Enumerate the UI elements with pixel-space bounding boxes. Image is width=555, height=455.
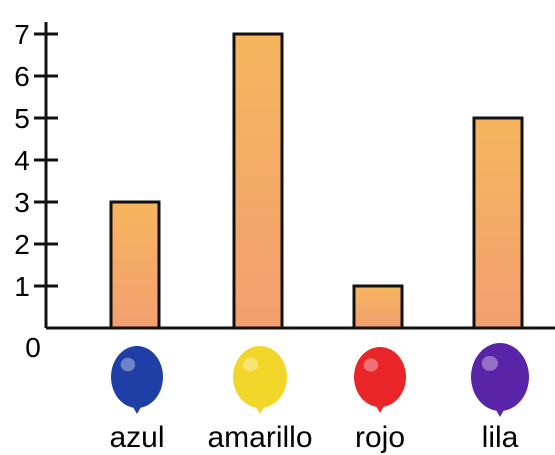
y-tick-label-5: 5: [14, 103, 30, 134]
y-ticks: 0 1 2 3 4 5 6 7: [14, 19, 58, 363]
y-tick-label-1: 1: [14, 271, 30, 302]
bars: [109, 32, 524, 330]
category-labels: azul amarillo rojo lila: [109, 421, 518, 454]
purple-balloon-icon: [471, 343, 529, 417]
red-balloon-icon: [354, 347, 406, 413]
y-tick-label-2: 2: [14, 229, 30, 260]
category-label-rojo: rojo: [355, 421, 405, 454]
y-tick-label-0: 0: [25, 332, 41, 363]
bar-rojo: [352, 284, 404, 330]
yellow-balloon-icon: [233, 346, 287, 414]
y-tick-label-4: 4: [14, 145, 30, 176]
y-tick-label-7: 7: [14, 19, 30, 50]
bar-amarillo: [232, 32, 284, 330]
blue-balloon-icon: [111, 346, 163, 414]
category-icons: [111, 343, 529, 417]
category-label-lila: lila: [482, 421, 519, 454]
y-tick-label-3: 3: [14, 187, 30, 218]
y-tick-label-6: 6: [14, 61, 30, 92]
category-label-amarillo: amarillo: [207, 421, 312, 454]
bar-lila: [472, 116, 524, 330]
bar-azul: [109, 200, 161, 330]
category-label-azul: azul: [109, 421, 164, 454]
